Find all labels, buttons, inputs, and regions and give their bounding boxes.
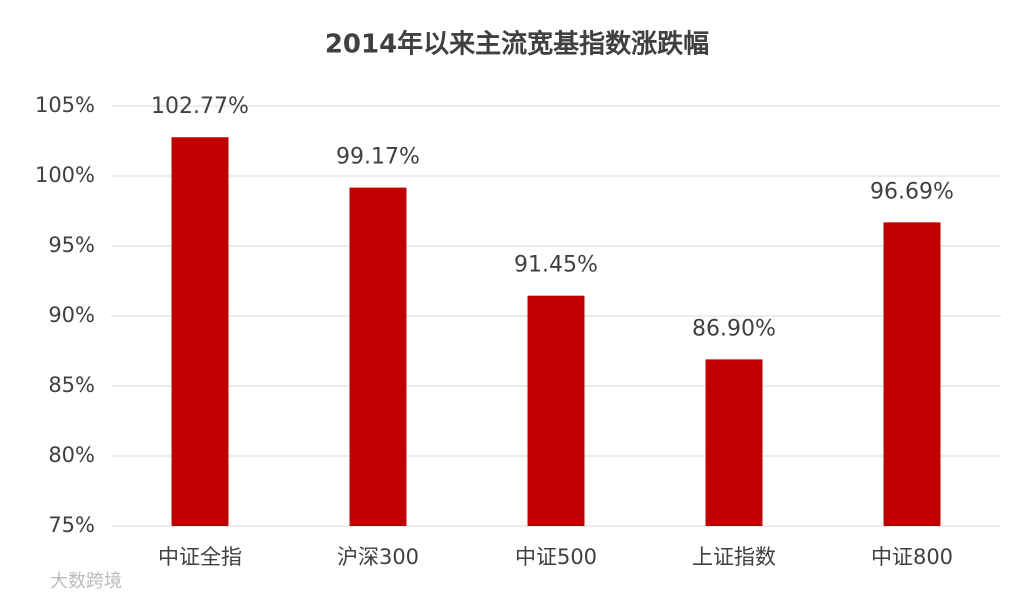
watermark: 大数跨境 bbox=[50, 571, 122, 592]
x-tick-label: 中证800 bbox=[871, 545, 953, 569]
value-label: 86.90% bbox=[692, 316, 776, 341]
y-tick-label: 85% bbox=[48, 373, 95, 397]
value-label: 91.45% bbox=[514, 253, 598, 278]
x-tick-label: 上证指数 bbox=[692, 545, 776, 569]
bar bbox=[883, 222, 941, 526]
chart-title: 2014年以来主流宽基指数涨跌幅 bbox=[325, 29, 709, 60]
y-tick-label: 75% bbox=[48, 513, 95, 537]
value-label: 99.17% bbox=[336, 145, 420, 170]
value-label: 96.69% bbox=[870, 179, 954, 204]
bar bbox=[349, 187, 407, 526]
bar bbox=[527, 295, 585, 526]
bar bbox=[171, 137, 229, 526]
y-tick-label: 105% bbox=[35, 93, 95, 117]
x-tick-label: 沪深300 bbox=[337, 545, 419, 569]
y-tick-label: 80% bbox=[48, 443, 95, 467]
x-tick-label: 中证全指 bbox=[158, 545, 242, 569]
y-tick-label: 95% bbox=[48, 233, 95, 257]
bar bbox=[705, 359, 763, 526]
y-tick-label: 90% bbox=[48, 303, 95, 327]
value-label: 102.77% bbox=[151, 94, 249, 119]
y-tick-label: 100% bbox=[35, 163, 95, 187]
x-tick-label: 中证500 bbox=[515, 545, 597, 569]
